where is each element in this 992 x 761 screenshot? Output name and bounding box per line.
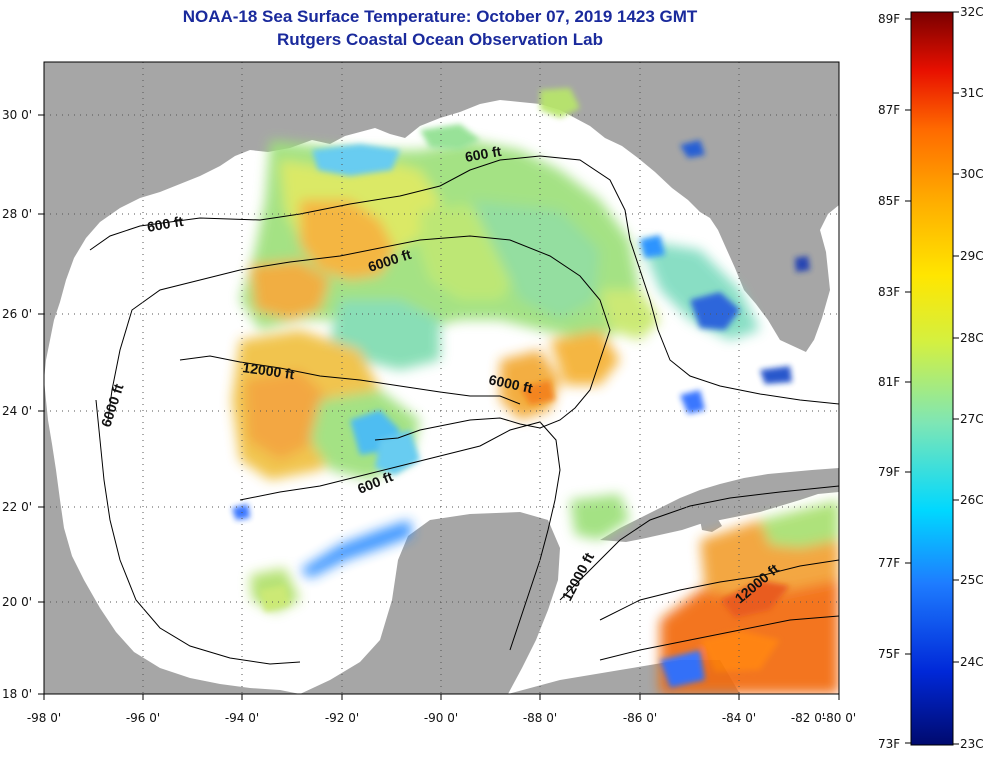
cb-c-24: 24C [960, 655, 984, 669]
lat-label-28: 28 0' [2, 207, 32, 221]
colorbar-ticks [905, 11, 959, 745]
contour-label-12000ft-central: 12000 ft [242, 359, 296, 382]
cb-f-85: 85F [878, 194, 900, 208]
lon-label-84: -84 0' [722, 711, 756, 725]
cb-c-28: 28C [960, 331, 984, 345]
cb-f-73: 73F [878, 737, 900, 751]
lat-label-24: 24 0' [2, 404, 32, 418]
lon-label-90: -90 0' [424, 711, 458, 725]
contour-label-600ft-west: 600 ft [146, 213, 185, 235]
cb-c-30: 30C [960, 167, 984, 181]
lon-label-98: -98 0' [27, 711, 61, 725]
cb-f-79: 79F [878, 465, 900, 479]
map-subtitle: Rutgers Coastal Ocean Observation Lab [277, 30, 603, 49]
map-title: NOAA-18 Sea Surface Temperature: October… [182, 7, 698, 26]
cb-f-77: 77F [878, 556, 900, 570]
latitude-labels: 30 0' 28 0' 26 0' 24 0' 22 0' 20 0' 18 0… [2, 108, 32, 701]
lon-label-88: -88 0' [523, 711, 557, 725]
colorbar: 89F 87F 85F 83F 81F 79F 77F 75F 73F 32C … [878, 5, 984, 751]
colorbar-gradient [910, 11, 954, 746]
lat-label-22: 22 0' [2, 500, 32, 514]
lon-label-96: -96 0' [126, 711, 160, 725]
lat-label-20: 20 0' [2, 595, 32, 609]
cb-f-83: 83F [878, 285, 900, 299]
lon-label-82: -82 0' [791, 711, 825, 725]
land-masses [44, 62, 839, 694]
lat-label-30: 30 0' [2, 108, 32, 122]
lat-label-18: 18 0' [2, 687, 32, 701]
cb-c-26: 26C [960, 493, 984, 507]
cb-f-81: 81F [878, 375, 900, 389]
cb-c-23: 23C [960, 737, 984, 751]
graticule [44, 62, 839, 694]
contour-label-600ft-north: 600 ft [464, 143, 503, 165]
cb-f-75: 75F [878, 647, 900, 661]
longitude-labels: -98 0' -96 0' -94 0' -92 0' -90 0' -88 0… [27, 711, 856, 725]
florida-keys-water [770, 340, 814, 372]
cb-c-27: 27C [960, 412, 984, 426]
cb-f-89: 89F [878, 12, 900, 26]
axis-ticks [38, 114, 840, 700]
cb-c-31: 31C [960, 86, 984, 100]
cb-c-25: 25C [960, 573, 984, 587]
cb-f-87: 87F [878, 103, 900, 117]
cb-c-29: 29C [960, 249, 984, 263]
lon-label-92: -92 0' [325, 711, 359, 725]
lon-label-94: -94 0' [225, 711, 259, 725]
lon-label-80: -80 0' [822, 711, 856, 725]
sst-data [232, 88, 839, 694]
cb-c-32: 32C [960, 5, 984, 19]
lat-label-26: 26 0' [2, 307, 32, 321]
lon-label-86: -86 0' [623, 711, 657, 725]
